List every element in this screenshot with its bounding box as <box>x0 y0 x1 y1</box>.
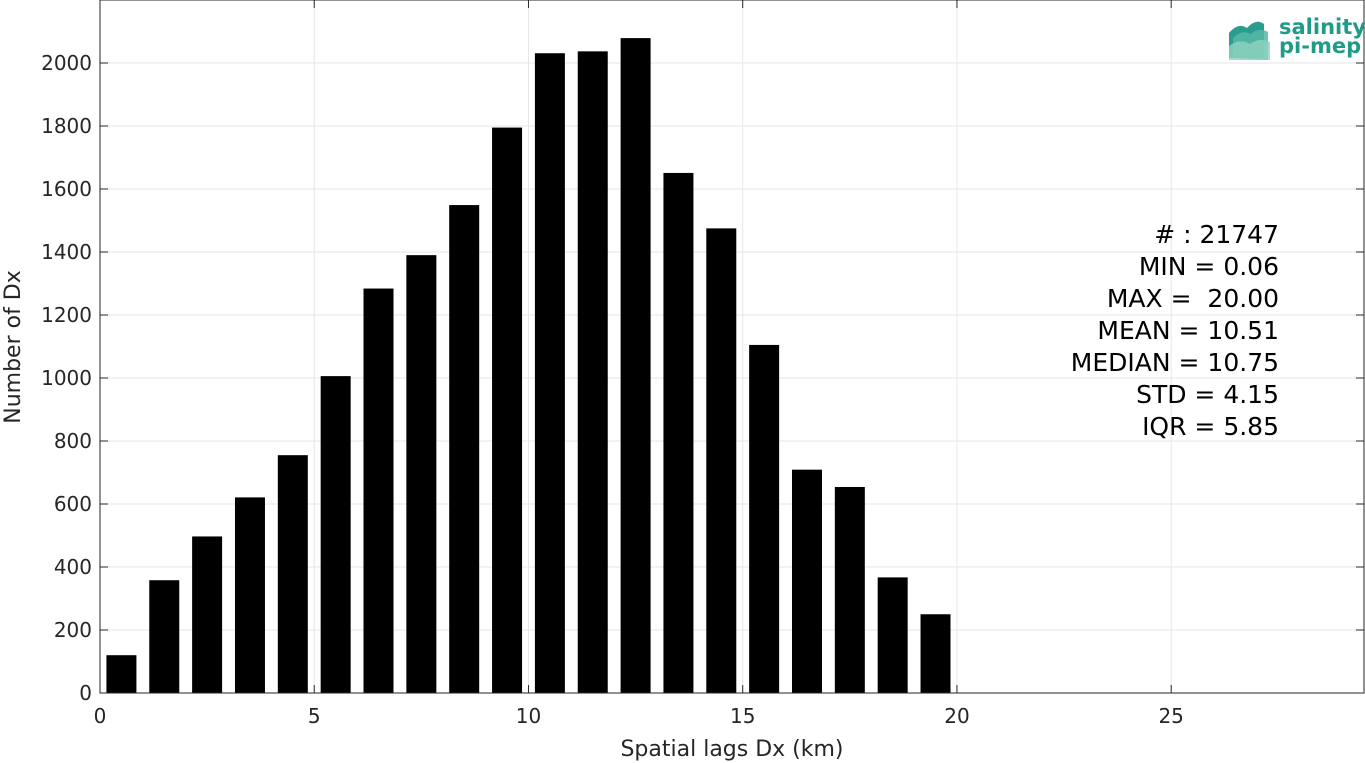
stat-line: # : 21747 <box>1154 220 1279 249</box>
logo-line1: salinity <box>1279 15 1365 39</box>
bar <box>492 127 523 693</box>
x-tick-label: 20 <box>944 704 969 728</box>
y-tick-label: 2000 <box>41 51 92 75</box>
stats-annotation: # : 21747 MIN = 0.06 MAX = 20.00 MEAN = 10.… <box>1071 220 1279 441</box>
bar <box>534 53 565 694</box>
y-tick-label: 1400 <box>41 240 92 264</box>
x-tick-label: 0 <box>94 704 107 728</box>
bar <box>149 580 180 693</box>
x-tick-label: 5 <box>308 704 321 728</box>
stat-line: IQR = 5.85 <box>1142 412 1279 441</box>
stat-line: STD = 4.15 <box>1136 380 1279 409</box>
y-tick-label: 1800 <box>41 114 92 138</box>
bar <box>320 376 351 693</box>
bar <box>620 38 651 694</box>
y-tick-label: 0 <box>79 681 92 705</box>
x-tick-label: 25 <box>1158 704 1183 728</box>
y-tick-label: 800 <box>54 429 92 453</box>
bar <box>577 51 608 694</box>
bars <box>106 38 951 694</box>
bar <box>277 455 308 693</box>
x-tick-label: 15 <box>730 704 755 728</box>
bar <box>791 469 822 693</box>
salinity-pi-mep-logo: salinity pi-mep <box>1229 15 1365 60</box>
y-tick-label: 1600 <box>41 177 92 201</box>
bar <box>363 288 394 693</box>
stat-line: MAX = 20.00 <box>1107 284 1279 313</box>
bar <box>877 577 908 693</box>
bar <box>834 486 865 693</box>
x-ticks: 0 5 10 15 20 25 <box>94 0 1184 728</box>
y-tick-label: 1000 <box>41 366 92 390</box>
bar <box>706 228 737 693</box>
bar <box>749 344 780 693</box>
axes-box <box>99 0 1365 694</box>
bar <box>449 205 480 693</box>
bar <box>920 614 951 693</box>
x-tick-label: 10 <box>516 704 541 728</box>
y-tick-label: 1200 <box>41 303 92 327</box>
stat-line: MEAN = 10.51 <box>1097 316 1279 345</box>
y-ticks: 0 200 400 600 800 1000 1200 1400 1600 1800 2000 <box>41 51 1364 705</box>
logo-line2: pi-mep <box>1279 34 1361 58</box>
y-axis-label: Number of Dx <box>1 270 26 424</box>
y-tick-label: 200 <box>54 618 92 642</box>
stat-line: MIN = 0.06 <box>1139 252 1279 281</box>
y-tick-label: 400 <box>54 555 92 579</box>
stat-line: MEDIAN = 10.75 <box>1071 348 1279 377</box>
bar <box>663 172 694 693</box>
x-axis-label: Spatial lags Dx (km) <box>620 737 843 762</box>
wave-logo-icon <box>1229 21 1270 60</box>
bar <box>406 255 437 693</box>
y-tick-label: 600 <box>54 492 92 516</box>
bar <box>192 536 223 693</box>
bar <box>234 497 265 693</box>
bar <box>106 655 137 693</box>
